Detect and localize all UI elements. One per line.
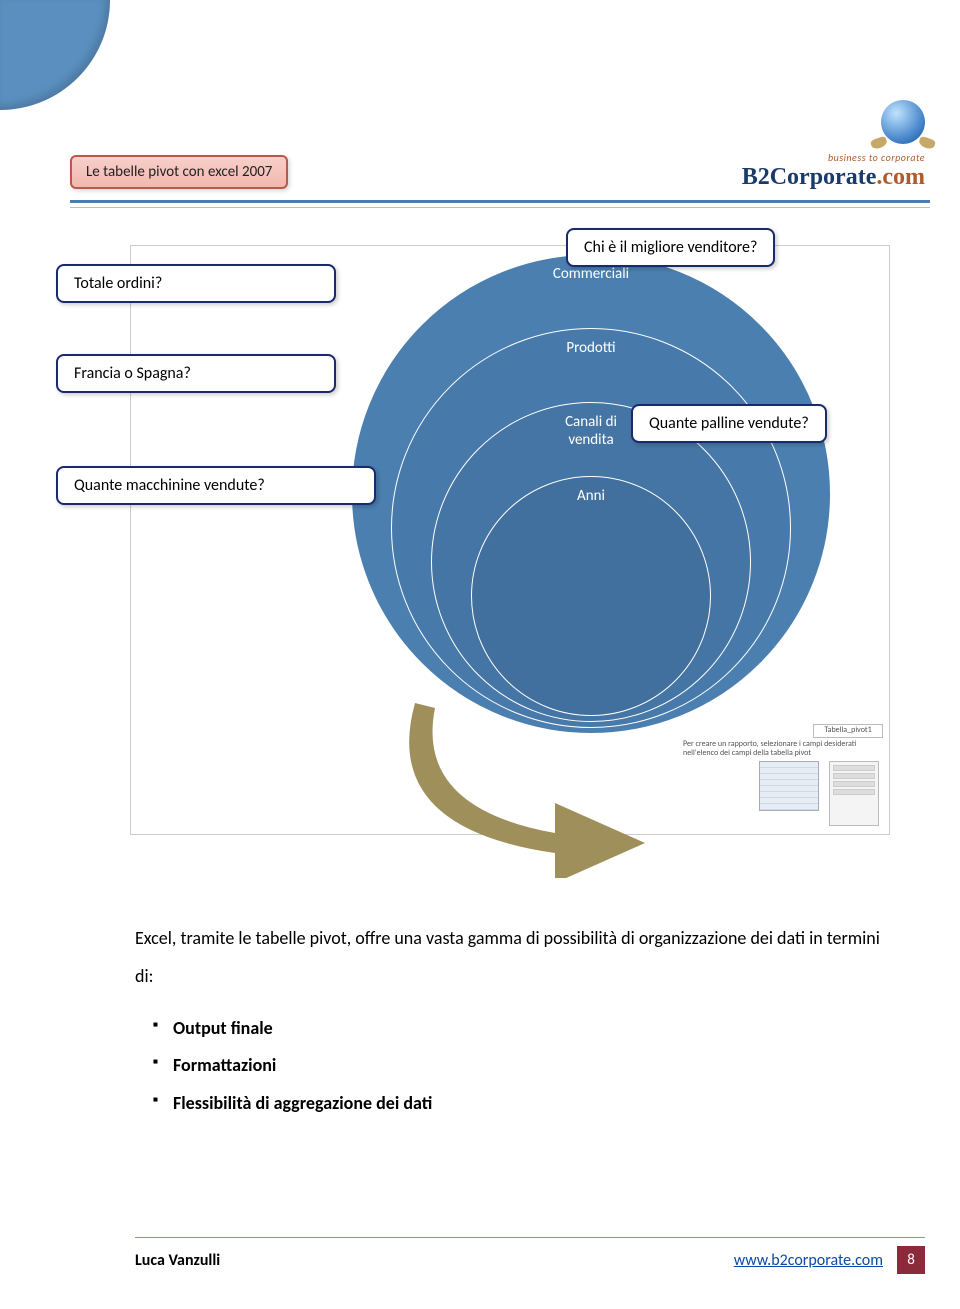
callout-country: Francia o Spagna? <box>56 354 336 393</box>
footer-link[interactable]: www.b2corporate.com <box>734 1251 883 1270</box>
list-item: Output finale <box>173 1010 885 1048</box>
pivot-hint: Tabella_pivot1 Per creare un rapporto, s… <box>683 724 883 759</box>
header-divider <box>70 200 930 208</box>
document-tag: Le tabelle pivot con excel 2007 <box>70 155 288 189</box>
logo-tagline: business to corporate <box>742 151 925 164</box>
callout-cars-sold: Quante macchinine vendute? <box>56 466 376 505</box>
pivot-thumbnails <box>759 761 879 826</box>
logo: business to corporate B2Corporate.com <box>742 100 925 191</box>
document-tag-label: Le tabelle pivot con excel 2007 <box>86 163 272 181</box>
pivot-hint-box: Tabella_pivot1 <box>813 724 883 738</box>
logo-main: B2Corporate <box>742 164 877 190</box>
field-pane-thumb-icon <box>829 761 879 826</box>
circle-label: Prodotti <box>392 339 790 357</box>
callout-balls-sold: Quante palline vendute? <box>631 404 827 443</box>
page-number: 8 <box>897 1246 925 1274</box>
pivot-hint-text: Per creare un rapporto, selezionare i ca… <box>683 740 883 759</box>
bullet-text: Output finale <box>173 1017 273 1039</box>
list-item: Formattazioni <box>173 1047 885 1085</box>
concentric-diagram: Commerciali Prodotti Canali di vendita A… <box>130 245 890 835</box>
logo-domain: .com <box>876 164 925 190</box>
callout-best-seller: Chi è il migliore venditore? <box>566 228 775 267</box>
bullet-text: Formattazioni <box>173 1054 276 1076</box>
intro-text: Excel, tramite le tabelle pivot, offre u… <box>135 920 885 996</box>
circle-anni: Anni <box>471 476 711 716</box>
callout-total-orders: Totale ordini? <box>56 264 336 303</box>
bullet-list: Output finale Formattazioni Flessibilità… <box>135 1010 885 1123</box>
table-thumb-icon <box>759 761 819 811</box>
footer-author: Luca Vanzulli <box>135 1251 220 1270</box>
logo-text: B2Corporate.com <box>742 164 925 191</box>
circle-label: Anni <box>472 487 710 505</box>
circle-label: Commerciali <box>352 265 830 283</box>
bullet-text: Flessibilità di aggregazione dei dati <box>173 1092 432 1114</box>
globe-icon <box>881 100 925 144</box>
footer: Luca Vanzulli www.b2corporate.com 8 <box>135 1237 925 1274</box>
callout-text: Francia o Spagna? <box>74 364 191 383</box>
page-corner-decoration <box>0 0 110 110</box>
callout-text: Totale ordini? <box>74 274 162 293</box>
callout-text: Chi è il migliore venditore? <box>584 238 757 257</box>
callout-text: Quante palline vendute? <box>649 414 809 433</box>
callout-text: Quante macchinine vendute? <box>74 476 265 495</box>
body-paragraph: Excel, tramite le tabelle pivot, offre u… <box>135 920 885 1123</box>
list-item: Flessibilità di aggregazione dei dati <box>173 1085 885 1123</box>
